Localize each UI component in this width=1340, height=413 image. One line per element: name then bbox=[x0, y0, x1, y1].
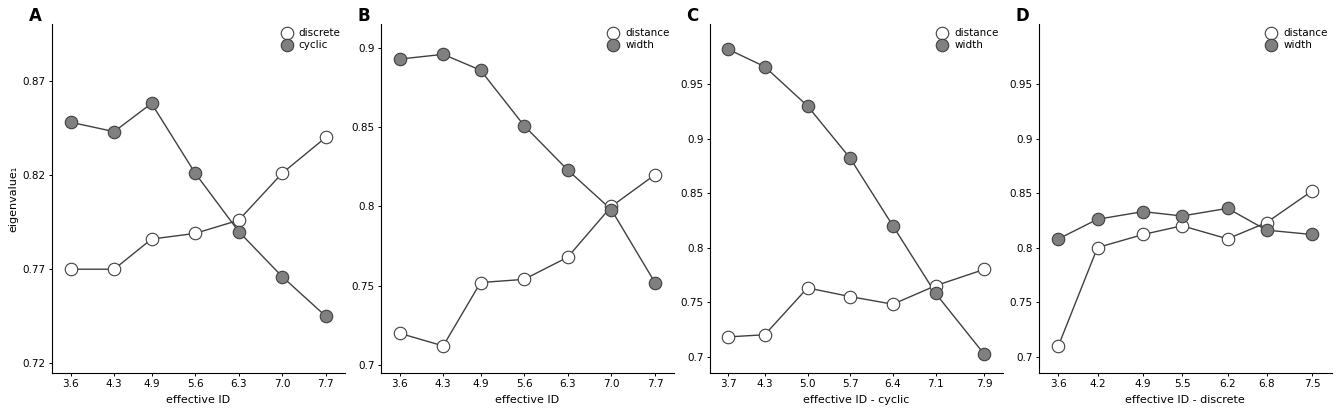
cyclic bbox=[188, 171, 204, 176]
distance bbox=[1219, 236, 1235, 241]
width bbox=[977, 352, 993, 357]
Line: width: width bbox=[722, 43, 990, 361]
Line: distance: distance bbox=[394, 169, 661, 352]
Y-axis label: eigenvalue₁: eigenvalue₁ bbox=[8, 166, 19, 232]
Text: D: D bbox=[1016, 7, 1029, 25]
width bbox=[800, 104, 816, 109]
X-axis label: effective ID - discrete: effective ID - discrete bbox=[1126, 395, 1245, 405]
X-axis label: effective ID: effective ID bbox=[166, 395, 230, 405]
Line: cyclic: cyclic bbox=[64, 97, 332, 323]
distance bbox=[1135, 232, 1151, 237]
width bbox=[842, 156, 858, 161]
width bbox=[1051, 236, 1067, 241]
width bbox=[1135, 209, 1151, 214]
distance bbox=[1089, 245, 1105, 250]
distance bbox=[560, 255, 576, 260]
distance bbox=[1051, 343, 1067, 348]
discrete bbox=[106, 267, 122, 272]
Line: width: width bbox=[1052, 202, 1319, 245]
width bbox=[603, 207, 619, 212]
Legend: discrete, cyclic: discrete, cyclic bbox=[276, 26, 343, 52]
Line: distance: distance bbox=[722, 263, 990, 343]
cyclic bbox=[63, 120, 79, 125]
distance bbox=[436, 344, 452, 349]
width bbox=[516, 123, 532, 128]
Line: distance: distance bbox=[1052, 185, 1319, 352]
discrete bbox=[230, 218, 247, 223]
cyclic bbox=[230, 229, 247, 234]
Text: B: B bbox=[358, 7, 370, 25]
distance bbox=[1258, 220, 1274, 225]
width bbox=[1219, 206, 1235, 211]
distance bbox=[473, 280, 489, 285]
width bbox=[927, 291, 943, 296]
discrete bbox=[63, 267, 79, 272]
Line: width: width bbox=[394, 48, 661, 289]
cyclic bbox=[318, 314, 334, 319]
Legend: distance, width: distance, width bbox=[1261, 26, 1329, 52]
cyclic bbox=[106, 129, 122, 134]
distance bbox=[757, 332, 773, 337]
width bbox=[884, 223, 900, 228]
distance bbox=[720, 335, 736, 339]
discrete bbox=[143, 237, 159, 242]
discrete bbox=[188, 231, 204, 236]
width bbox=[1258, 228, 1274, 233]
distance bbox=[1304, 188, 1320, 193]
discrete bbox=[275, 171, 291, 176]
width bbox=[1089, 217, 1105, 222]
width bbox=[720, 47, 736, 52]
Text: A: A bbox=[28, 7, 42, 25]
distance bbox=[884, 302, 900, 307]
width bbox=[436, 52, 452, 57]
Line: discrete: discrete bbox=[64, 131, 332, 275]
distance bbox=[842, 294, 858, 299]
width bbox=[1304, 232, 1320, 237]
distance bbox=[927, 283, 943, 288]
width bbox=[560, 168, 576, 173]
width bbox=[391, 57, 407, 62]
discrete bbox=[318, 135, 334, 140]
width bbox=[757, 64, 773, 69]
X-axis label: effective ID - cyclic: effective ID - cyclic bbox=[803, 395, 910, 405]
cyclic bbox=[143, 101, 159, 106]
width bbox=[1174, 214, 1190, 218]
distance bbox=[391, 331, 407, 336]
width bbox=[647, 280, 663, 285]
Text: C: C bbox=[686, 7, 698, 25]
distance bbox=[800, 285, 816, 290]
distance bbox=[516, 277, 532, 282]
distance bbox=[977, 267, 993, 272]
distance bbox=[647, 172, 663, 177]
width bbox=[473, 68, 489, 73]
Legend: distance, width: distance, width bbox=[933, 26, 1001, 52]
Legend: distance, width: distance, width bbox=[603, 26, 671, 52]
cyclic bbox=[275, 274, 291, 279]
X-axis label: effective ID: effective ID bbox=[496, 395, 559, 405]
distance bbox=[1174, 223, 1190, 228]
distance bbox=[603, 204, 619, 209]
